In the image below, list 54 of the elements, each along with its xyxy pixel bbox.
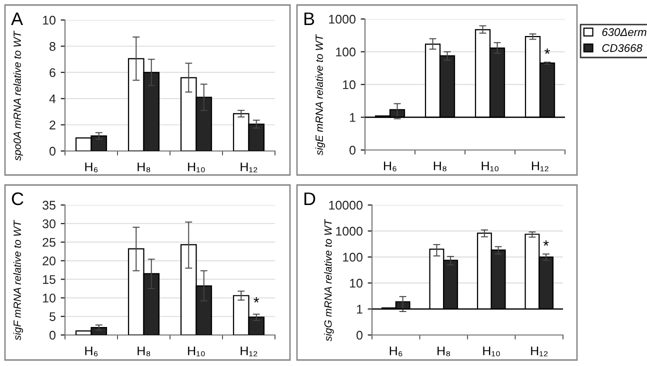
y-tick-label: 10 bbox=[43, 294, 56, 303]
y-tick-label: 0 bbox=[356, 330, 362, 340]
y-tick-label: 4 bbox=[49, 94, 56, 104]
y-tick-label: 0 bbox=[50, 330, 56, 340]
x-tick-label: H₈ bbox=[138, 346, 150, 356]
y-tick-label: 35 bbox=[42, 200, 56, 210]
y-tick-label: 5 bbox=[50, 312, 56, 322]
annotation: * bbox=[254, 297, 260, 303]
x-tick-label: H₆ bbox=[390, 346, 402, 356]
y-tick-label: 1 bbox=[356, 304, 362, 314]
y-axis-title: sigE mRNA relative to WT bbox=[315, 34, 325, 156]
y-tick-label: 2 bbox=[50, 120, 56, 130]
y-tick-label: 10 bbox=[343, 80, 356, 90]
x-tick-label: H₁₂ bbox=[240, 162, 258, 172]
y-tick-label: 1 bbox=[350, 113, 356, 122]
y-tick-label: 25 bbox=[42, 238, 56, 247]
x-tick-label: H₁₀ bbox=[482, 162, 499, 172]
x-tick-label: H₈ bbox=[434, 162, 446, 172]
x-tick-label: H₁₀ bbox=[483, 346, 500, 356]
y-tick-label: 8 bbox=[50, 42, 56, 51]
y-tick-label: 15 bbox=[43, 275, 56, 284]
y-tick-label: 0 bbox=[50, 146, 56, 156]
x-tick-label: H₁₀ bbox=[188, 162, 205, 172]
chart-title: D bbox=[304, 192, 316, 205]
x-tick-label: H₁₀ bbox=[188, 346, 205, 356]
legend-label: 630Δerm bbox=[602, 28, 646, 36]
x-tick-label: H₈ bbox=[138, 162, 150, 172]
y-tick-label: 1000 bbox=[336, 226, 362, 236]
y-tick-label: 0 bbox=[350, 146, 356, 155]
y-tick-label: 100 bbox=[343, 252, 362, 262]
x-tick-label: H₁₂ bbox=[532, 162, 548, 172]
x-tick-label: H₁₂ bbox=[531, 346, 548, 356]
chart-title: C bbox=[12, 192, 24, 206]
y-axis-title: sigG mRNA relative to WT bbox=[324, 218, 334, 342]
y-tick-label: 10000 bbox=[329, 200, 362, 210]
y-tick-label: 30 bbox=[42, 219, 56, 228]
y-tick-label: 100 bbox=[336, 48, 356, 56]
annotation: * bbox=[543, 240, 549, 246]
x-tick-label: H₆ bbox=[384, 162, 396, 172]
y-axis-title: sigF mRNA relative to WT bbox=[13, 220, 23, 340]
x-tick-label: H₆ bbox=[85, 346, 98, 356]
chart-title: A bbox=[11, 12, 24, 25]
y-tick-label: 10 bbox=[350, 278, 362, 288]
chart-title: B bbox=[304, 12, 314, 25]
annotation: * bbox=[544, 48, 550, 54]
x-tick-label: H₁₂ bbox=[240, 346, 258, 356]
y-tick-label: 1000 bbox=[329, 14, 356, 24]
y-tick-label: 10 bbox=[43, 16, 56, 25]
y-tick-label: 6 bbox=[50, 68, 56, 78]
y-axis-title: spo0A mRNA relative to WT bbox=[13, 30, 23, 161]
x-tick-label: H₈ bbox=[438, 346, 450, 356]
x-tick-label: H₆ bbox=[85, 162, 98, 172]
y-tick-label: 20 bbox=[42, 256, 56, 266]
legend-label: CD3668 bbox=[602, 44, 642, 52]
